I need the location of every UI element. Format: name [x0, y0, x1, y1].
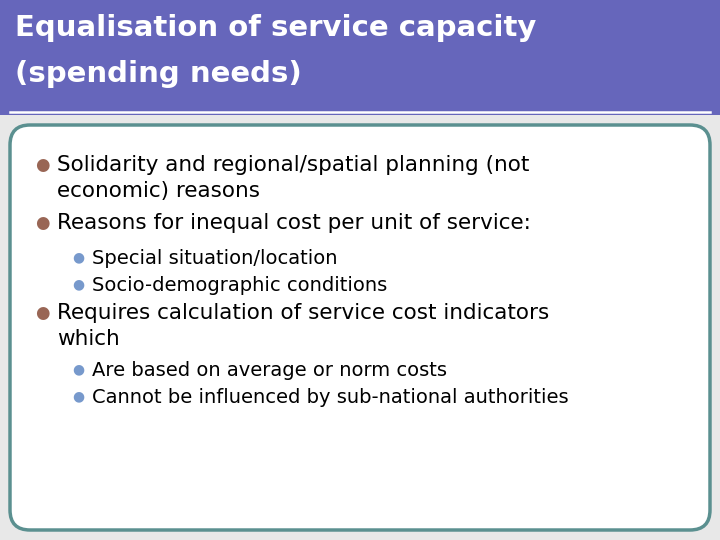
Text: ●: ●: [35, 304, 50, 322]
Text: Equalisation of service capacity: Equalisation of service capacity: [15, 14, 536, 42]
Text: ●: ●: [35, 156, 50, 174]
Text: ●: ●: [35, 214, 50, 232]
Text: Solidarity and regional/spatial planning (not
economic) reasons: Solidarity and regional/spatial planning…: [57, 155, 529, 200]
Text: Cannot be influenced by sub-national authorities: Cannot be influenced by sub-national aut…: [92, 388, 569, 407]
Text: ●: ●: [72, 277, 84, 291]
FancyBboxPatch shape: [10, 125, 710, 530]
Text: Reasons for inequal cost per unit of service:: Reasons for inequal cost per unit of ser…: [57, 213, 531, 233]
Text: (spending needs): (spending needs): [15, 60, 302, 88]
FancyBboxPatch shape: [0, 0, 720, 115]
FancyBboxPatch shape: [0, 115, 720, 540]
Text: Socio-demographic conditions: Socio-demographic conditions: [92, 276, 387, 295]
Text: ●: ●: [72, 362, 84, 376]
Text: Requires calculation of service cost indicators
which: Requires calculation of service cost ind…: [57, 303, 549, 349]
Text: ●: ●: [72, 389, 84, 403]
Text: ●: ●: [72, 250, 84, 264]
Text: Special situation/location: Special situation/location: [92, 249, 338, 268]
Text: Are based on average or norm costs: Are based on average or norm costs: [92, 361, 447, 380]
